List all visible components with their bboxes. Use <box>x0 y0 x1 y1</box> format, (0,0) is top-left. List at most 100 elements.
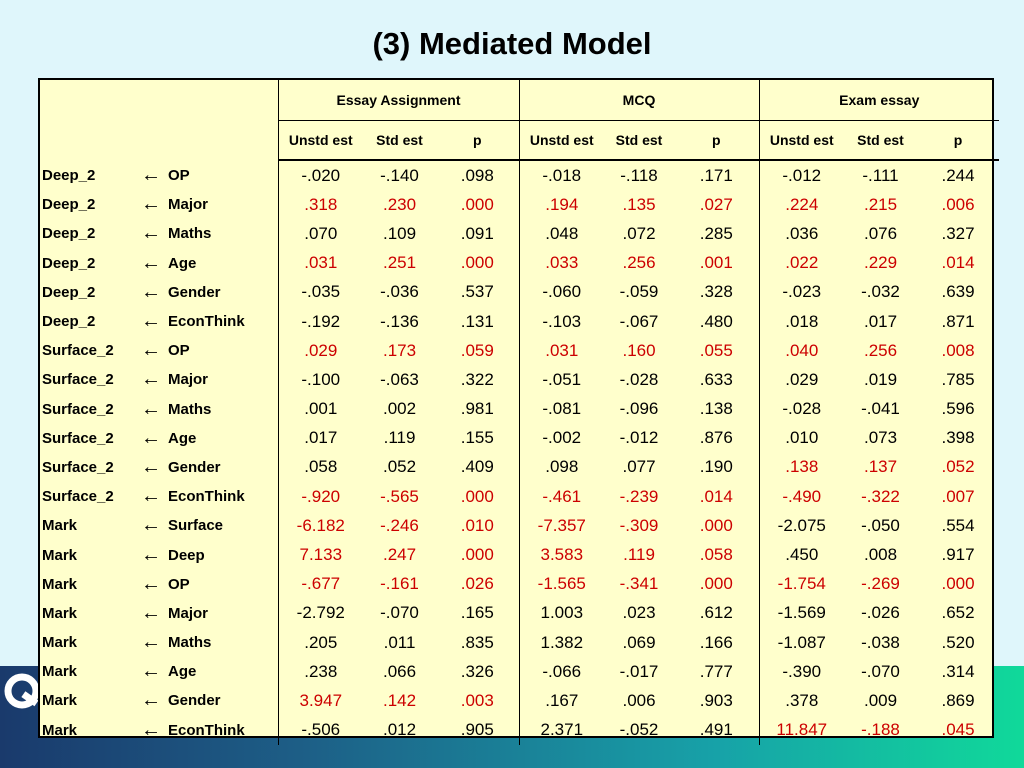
cell-p: .027 <box>699 194 733 214</box>
cell-p: .000 <box>460 194 494 214</box>
cell-p: .327 <box>941 223 975 243</box>
cell-p: .131 <box>460 311 494 331</box>
cell-std-est: .119 <box>383 428 416 448</box>
cell-p: .010 <box>460 515 494 535</box>
cell-std-est: -.188 <box>861 720 900 740</box>
cell-std-est: -.140 <box>380 165 419 185</box>
logo-icon <box>4 673 40 709</box>
cell-p: .314 <box>941 661 975 681</box>
table-row: Mark ← Deep 7.133 .247 .000 3.583 .119 .058 .450.… <box>40 540 999 570</box>
cell-p: .398 <box>941 428 975 448</box>
cell-p: .491 <box>699 720 733 740</box>
table-row: Surface_2 ← Gender .058 .052 .409 .098 .077 .190… <box>40 452 999 483</box>
cell-p: .003 <box>460 690 494 710</box>
dependent-variable: Deep_2 <box>42 254 96 272</box>
dependent-variable: Deep_2 <box>42 166 96 184</box>
cell-std-est: -.246 <box>380 515 419 535</box>
dependent-variable: Surface_2 <box>42 371 114 389</box>
cell-std-est: -.038 <box>861 632 900 652</box>
cell-std-est: .006 <box>622 690 656 710</box>
cell-unstd-est: -.018 <box>518 160 605 191</box>
cell-p: .537 <box>460 282 494 302</box>
cell-p: .055 <box>699 340 733 360</box>
cell-std-est: -.136 <box>380 311 419 331</box>
mediated-model-table: Essay Assignment MCQ Exam essay Unstd es… <box>38 78 1000 745</box>
predictor-variable: Major <box>168 604 209 622</box>
cell-unstd-est: -6.182 <box>277 511 364 541</box>
cell-std-est: .251 <box>382 253 417 273</box>
cell-p: .285 <box>699 223 733 243</box>
cell-std-est: .173 <box>382 340 417 360</box>
cell-unstd-est: .048 <box>518 219 605 249</box>
cell-unstd-est: -.035 <box>277 277 364 307</box>
dependent-variable: Deep_2 <box>42 283 96 301</box>
group-header-essay-assignment: Essay Assignment <box>277 80 520 121</box>
cell-unstd-est: -.677 <box>277 569 364 599</box>
cell-unstd-est: -.490 <box>758 482 845 512</box>
cell-std-est: .052 <box>382 457 417 477</box>
arrow-left-icon: ← <box>141 631 161 654</box>
cell-p: .000 <box>941 574 975 594</box>
cell-p: .322 <box>460 369 494 389</box>
corner-cell <box>40 80 279 160</box>
cell-std-est: .012 <box>382 720 417 740</box>
table-row: Surface_2 ← OP .029 .173 .059 .031 .160 .055 .040… <box>40 336 999 366</box>
subheader-unstd-est: Unstd est <box>518 120 605 161</box>
cell-unstd-est: .029 <box>277 336 364 366</box>
cell-p: .835 <box>460 632 494 652</box>
cell-p: .000 <box>460 545 494 565</box>
arrow-left-icon: ← <box>141 572 161 595</box>
cell-unstd-est: .318 <box>277 190 364 220</box>
cell-std-est: .077 <box>622 457 656 477</box>
cell-unstd-est: -.100 <box>277 365 364 395</box>
arrow-left-icon: ← <box>141 368 161 391</box>
table-row: Surface_2 ← Major -.100 -.063 .322 -.051 -.028.… <box>40 365 999 395</box>
cell-p: .014 <box>941 253 975 273</box>
dependent-variable: Mark <box>42 692 78 710</box>
table-row: Mark ← EconThink -.506 .012 .905 2.371 -.052 .49… <box>40 715 999 745</box>
arrow-left-icon: ← <box>141 193 161 216</box>
cell-unstd-est: .018 <box>758 306 845 337</box>
cell-unstd-est: -1.087 <box>758 628 845 658</box>
dependent-variable: Deep_2 <box>42 225 96 243</box>
dependent-variable: Deep_2 <box>42 196 96 214</box>
cell-p: .639 <box>941 282 975 302</box>
cell-unstd-est: .098 <box>518 452 605 483</box>
dependent-variable: Mark <box>42 546 78 564</box>
arrow-left-icon: ← <box>141 601 161 624</box>
cell-unstd-est: 7.133 <box>277 540 364 570</box>
arrow-left-icon: ← <box>141 718 161 741</box>
cell-std-est: .023 <box>622 603 656 623</box>
cell-p: .052 <box>941 457 975 477</box>
predictor-variable: Gender <box>168 458 221 476</box>
predictor-variable: Deep <box>168 546 205 564</box>
cell-p: .007 <box>941 486 975 506</box>
cell-p: .155 <box>460 428 494 448</box>
cell-std-est: -.322 <box>861 486 900 506</box>
cell-p: .520 <box>941 632 975 652</box>
arrow-left-icon: ← <box>141 310 161 333</box>
cell-unstd-est: -.060 <box>518 277 605 307</box>
arrow-left-icon: ← <box>141 455 161 478</box>
cell-unstd-est: .378 <box>758 686 845 716</box>
cell-unstd-est: -2.792 <box>277 598 364 628</box>
cell-p: .612 <box>699 603 733 623</box>
cell-unstd-est: -.051 <box>518 365 605 395</box>
arrow-left-icon: ← <box>141 485 161 508</box>
cell-unstd-est: .033 <box>518 248 605 278</box>
cell-p: .000 <box>460 486 494 506</box>
subheader-p: p <box>674 120 760 161</box>
cell-unstd-est: -7.357 <box>518 511 605 541</box>
cell-unstd-est: -.002 <box>518 423 605 453</box>
cell-p: .059 <box>460 340 494 360</box>
cell-std-est: .076 <box>863 223 898 243</box>
cell-unstd-est: .070 <box>277 219 364 249</box>
cell-std-est: -.096 <box>619 399 659 419</box>
cell-unstd-est: -.103 <box>518 306 605 337</box>
table-row: Deep_2 ← Major .318 .230 .000 .194 .135 .027 .224… <box>40 190 999 220</box>
table-row: Deep_2 ← Maths .070 .109 .091 .048 .072 .285 .036… <box>40 219 999 249</box>
arrow-left-icon: ← <box>141 280 161 303</box>
cell-std-est: -.309 <box>619 515 659 535</box>
dependent-variable: Surface_2 <box>42 400 114 418</box>
cell-std-est: -.067 <box>619 311 659 331</box>
